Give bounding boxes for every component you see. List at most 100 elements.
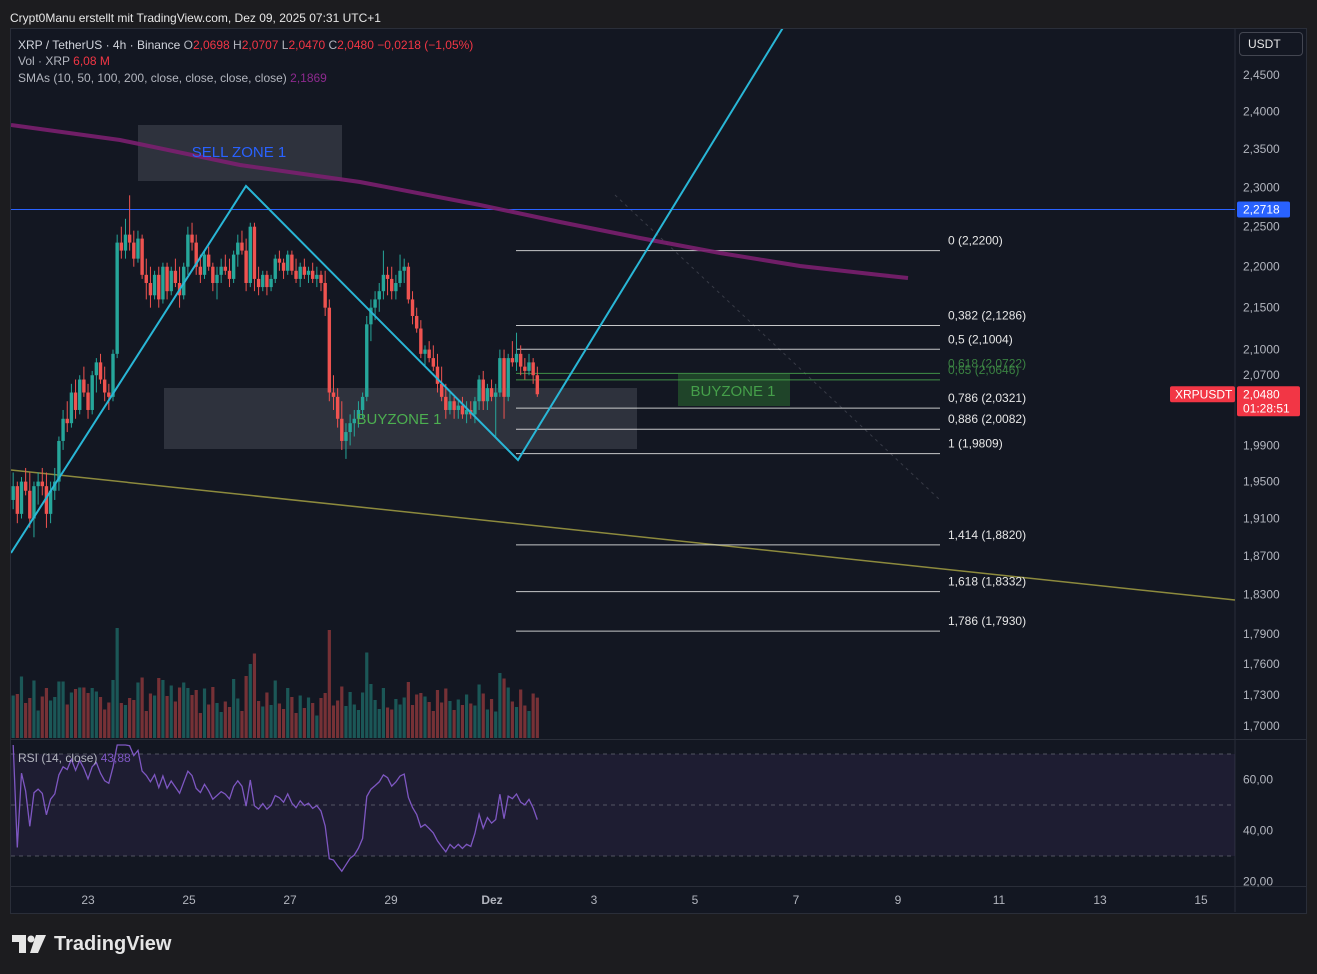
- candle-body: [435, 366, 440, 384]
- candle-body: [73, 392, 78, 410]
- volume-bar: [489, 699, 494, 738]
- candle-body: [414, 315, 419, 329]
- volume-bar: [336, 700, 340, 738]
- volume-bar: [485, 709, 489, 738]
- y-tick-label: 2,2500: [1243, 220, 1280, 234]
- volume-bar: [161, 680, 165, 738]
- candle-body: [256, 278, 261, 288]
- candle-body: [294, 270, 298, 279]
- candle-body: [369, 307, 373, 325]
- candle-body: [365, 324, 369, 397]
- volume-bar: [219, 712, 223, 738]
- volume-bar: [377, 709, 381, 738]
- hline-price-tag-label: 2,2718: [1243, 203, 1280, 217]
- y-tick-label: 2,2000: [1243, 260, 1280, 274]
- y-tick-label: 1,8300: [1243, 588, 1280, 602]
- candle-body: [298, 266, 302, 279]
- volume-bar: [169, 685, 173, 738]
- currency-unit-button[interactable]: USDT: [1239, 32, 1303, 56]
- fib-level-label: 0,5 (2,1004): [948, 332, 1013, 346]
- volume-bar: [502, 678, 506, 738]
- candle-body: [356, 409, 361, 419]
- candle-body: [240, 242, 244, 251]
- candle-body: [494, 392, 498, 397]
- candle-body: [410, 299, 415, 316]
- volume-bar: [440, 702, 444, 738]
- candle-body: [281, 262, 286, 271]
- fib-level-label: 0,618 (2,0722): [948, 356, 1026, 370]
- candle-body: [11, 486, 15, 500]
- rsi-value: 43,88: [100, 751, 131, 765]
- candle-body: [485, 388, 490, 402]
- volume-bar: [406, 682, 410, 738]
- y-tick-label: 2,1000: [1243, 343, 1280, 357]
- volume-bar: [123, 705, 128, 738]
- volume-bar: [261, 706, 265, 738]
- volume-bar: [82, 687, 86, 738]
- volume-bar: [115, 628, 119, 738]
- volume-bar: [223, 701, 227, 738]
- volume-bar: [331, 705, 336, 738]
- candle-body: [385, 274, 390, 279]
- volume-bar: [290, 697, 294, 738]
- candle-body: [136, 238, 140, 259]
- candle-body: [506, 358, 510, 397]
- sma-label[interactable]: SMAs (10, 50, 100, 200, close, close, cl…: [18, 71, 287, 85]
- volume-bar: [32, 680, 36, 738]
- x-tick-label: 23: [81, 893, 95, 907]
- change-value: −0,0218 (−1,05%): [377, 38, 474, 52]
- volume-bar: [448, 701, 452, 738]
- volume-bar: [107, 702, 111, 738]
- x-tick-label: 5: [692, 893, 699, 907]
- volume-bar: [460, 705, 465, 738]
- candle-body: [44, 486, 49, 514]
- symbol-title[interactable]: XRP / TetherUS · 4h · Binance: [18, 38, 181, 52]
- candle-body: [514, 353, 519, 363]
- candle-body: [473, 401, 477, 415]
- volume-bar: [390, 709, 394, 738]
- volume-bar: [327, 630, 331, 738]
- volume-bar: [53, 697, 57, 738]
- volume-bar: [506, 687, 510, 738]
- volume-bar: [19, 676, 24, 738]
- volume-bar: [535, 697, 539, 738]
- volume-bar: [365, 652, 369, 738]
- candle-body: [78, 379, 82, 410]
- y-tick-label: 2,3000: [1243, 181, 1280, 195]
- candle-body: [248, 226, 252, 283]
- volume-bar: [49, 700, 53, 738]
- volume-bar: [202, 688, 207, 738]
- volume-bar: [273, 680, 277, 738]
- y-tick-label: 1,7300: [1243, 688, 1280, 702]
- volume-bar: [57, 681, 61, 738]
- candle-body: [32, 486, 36, 519]
- candle-body: [306, 270, 311, 275]
- volume-label[interactable]: Vol · XRP: [18, 54, 70, 68]
- symbol-price-tag: [1170, 386, 1235, 403]
- tradingview-logo[interactable]: TradingView: [12, 930, 171, 958]
- volume-bar: [236, 698, 240, 738]
- candle-body: [252, 226, 257, 279]
- volume-bar: [510, 701, 514, 738]
- rsi-label[interactable]: RSI (14, close): [18, 751, 98, 765]
- candle-body: [223, 266, 228, 271]
- candle-body: [448, 401, 452, 410]
- volume-bar: [244, 676, 248, 738]
- candle-body: [206, 254, 211, 267]
- fib-level-label: 1 (1,9809): [948, 437, 1003, 451]
- candle-body: [390, 278, 394, 292]
- legend-row-symbol: XRP / TetherUS · 4h · Binance O2,0698 H2…: [18, 37, 473, 53]
- volume-bar: [519, 689, 523, 738]
- candle-body: [344, 432, 348, 441]
- candle-body: [244, 250, 248, 283]
- volume-bar: [306, 697, 311, 738]
- buy-zone-label-2: BUYZONE 1: [690, 383, 775, 400]
- fib-level-label: 0,65 (2,0646): [948, 363, 1019, 377]
- candle-body: [310, 270, 315, 279]
- candle-body: [186, 234, 190, 267]
- candle-body: [119, 242, 124, 251]
- candle-body: [352, 418, 356, 424]
- candle-body: [28, 490, 32, 519]
- y-tick-label: 1,9100: [1243, 512, 1280, 526]
